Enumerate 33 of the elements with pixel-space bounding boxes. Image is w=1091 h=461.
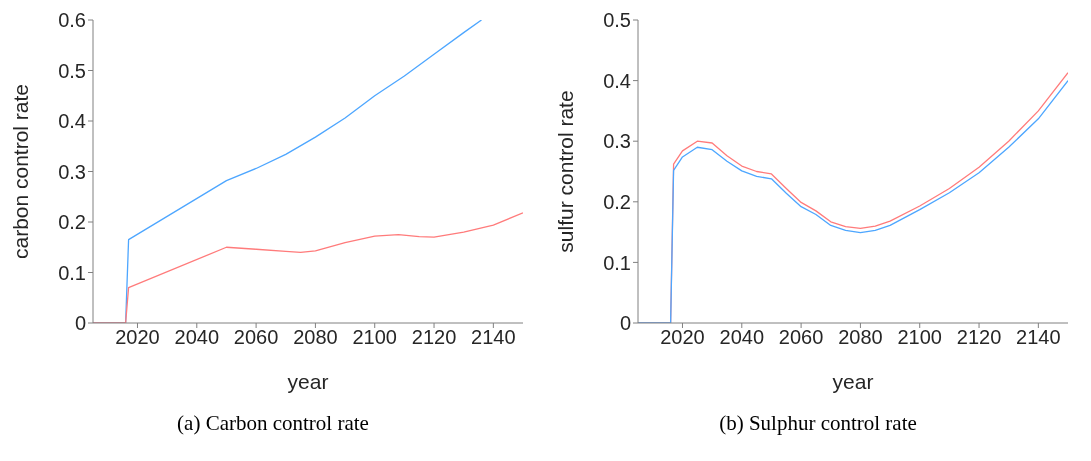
x-tick-label: 2100 [352, 326, 397, 349]
y-tick-label: 0.1 [603, 251, 631, 274]
x-tick-label: 2060 [778, 326, 824, 349]
text: (b) Sulphur control rate [718, 411, 918, 436]
y-tick-label: 0.3 [58, 160, 86, 183]
x-tick-label: 2040 [174, 326, 220, 349]
x-tick-label: 2040 [719, 326, 765, 349]
x-tick-label: 2060 [233, 326, 279, 349]
x-tick-label: 2080 [838, 326, 883, 349]
x-tick-label: 2080 [293, 326, 338, 349]
y-tick-label: 0.5 [603, 9, 631, 32]
x-axis-title: year [287, 370, 329, 393]
x-tick-label: 2100 [897, 326, 942, 349]
text: (a) Carbon control rate [176, 411, 370, 436]
y-tick-label: 0.1 [58, 261, 86, 284]
y-tick-label: 0.4 [58, 110, 86, 133]
y-tick-label: 0.3 [603, 130, 631, 153]
y-axis-title: carbon control rate [9, 83, 33, 260]
x-tick-label: 2020 [115, 326, 160, 349]
y-tick-label: 0 [619, 312, 631, 335]
x-tick-label: 2120 [411, 326, 457, 349]
x-tick-label: 2120 [956, 326, 1002, 349]
y-tick-label: 0.2 [58, 211, 86, 234]
y-axis-title: sulfur control rate [554, 90, 578, 253]
y-tick-label: 0.4 [603, 69, 631, 92]
x-tick-label: 2020 [660, 326, 705, 349]
y-tick-label: 0.2 [603, 190, 631, 213]
y-tick-label: 0 [74, 312, 86, 335]
y-tick-label: 0.6 [58, 9, 86, 32]
y-tick-label: 0.5 [58, 59, 86, 82]
x-tick-label: 2140 [471, 326, 516, 349]
x-axis-title: year [832, 370, 874, 393]
x-tick-label: 2140 [1016, 326, 1061, 349]
